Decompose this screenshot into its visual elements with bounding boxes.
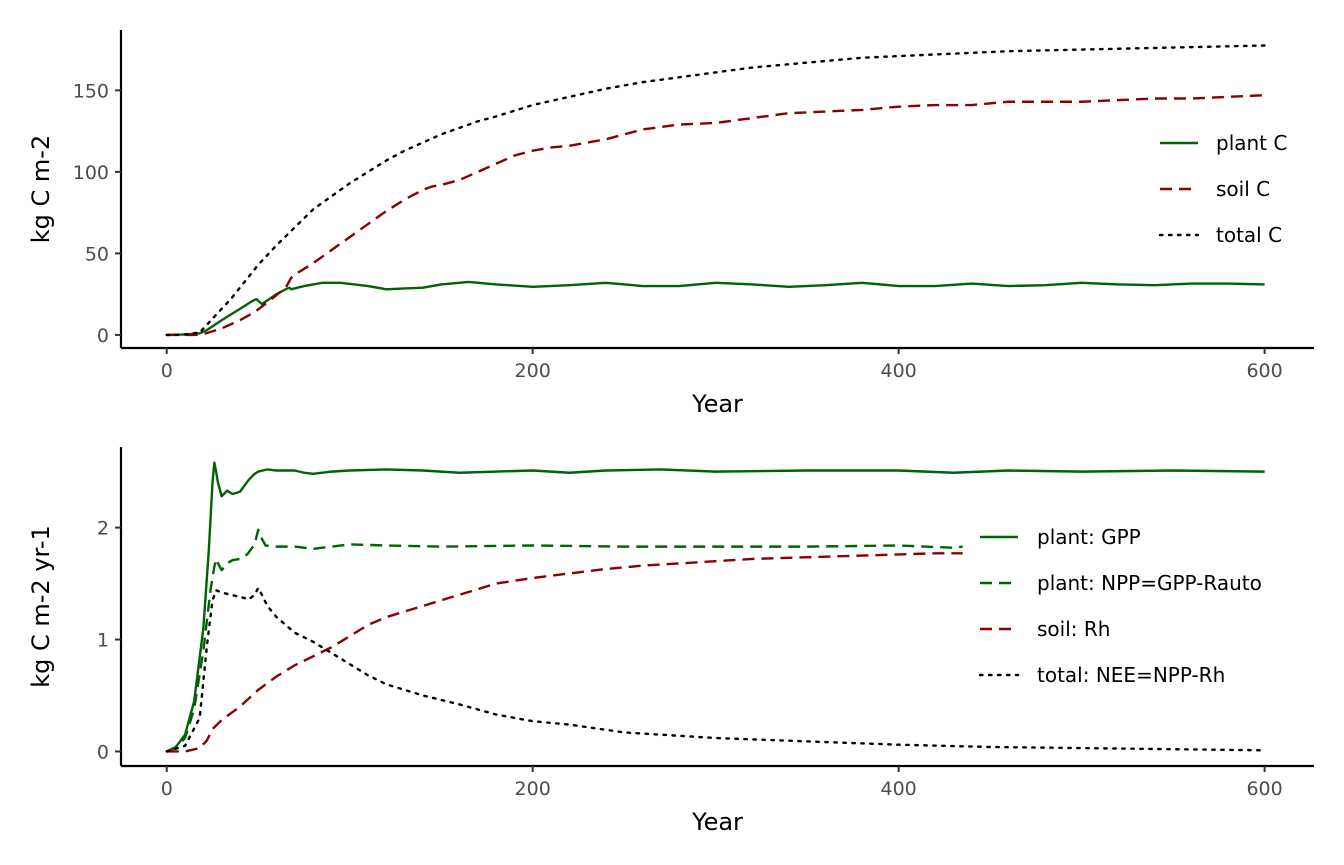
legend-label-2: total C bbox=[1216, 223, 1282, 247]
x-tick-label: 400 bbox=[881, 360, 917, 382]
y-tick-label: 2 bbox=[97, 518, 109, 540]
x-tick-label: 0 bbox=[161, 778, 173, 800]
series-line-2 bbox=[166, 552, 963, 753]
top-carbon-stocks-panel: 0 200 400 600 0 50 100 150 Year kg C m-2 plant C so… bbox=[27, 30, 1314, 418]
y-tick-label: 50 bbox=[85, 243, 109, 265]
x-tick-label: 0 bbox=[161, 360, 173, 382]
x-tick-label: 600 bbox=[1246, 360, 1282, 382]
series-line-1 bbox=[166, 528, 963, 753]
series-line-2 bbox=[165, 44, 1266, 337]
legend-label-0: plant C bbox=[1216, 131, 1287, 155]
x-tick-label: 200 bbox=[515, 360, 551, 382]
y-tick-label: 100 bbox=[73, 162, 109, 184]
x-tick-label: 600 bbox=[1246, 778, 1282, 800]
y-tick-label: 0 bbox=[97, 741, 109, 763]
series-line-1 bbox=[166, 94, 1265, 337]
x-tick-label: 200 bbox=[515, 778, 551, 800]
legend-label-0: plant: GPP bbox=[1037, 525, 1141, 549]
series-line-0 bbox=[166, 461, 1265, 753]
legend-label-1: plant: NPP=GPP-Rauto bbox=[1037, 571, 1262, 595]
series-line-3 bbox=[165, 586, 1266, 753]
y-tick-label: 150 bbox=[73, 80, 109, 102]
y-tick-label: 0 bbox=[97, 325, 109, 347]
x-axis-title: Year bbox=[691, 808, 743, 836]
legend-label-2: soil: Rh bbox=[1037, 617, 1110, 641]
y-tick-label: 1 bbox=[97, 630, 109, 652]
legend: plant C soil C total C bbox=[1158, 131, 1287, 247]
y-axis-title: kg C m-2 bbox=[27, 135, 55, 243]
y-axis-title: kg C m-2 yr-1 bbox=[27, 525, 55, 688]
x-axis-title: Year bbox=[691, 390, 743, 418]
legend-label-1: soil C bbox=[1216, 177, 1270, 201]
x-tick-label: 400 bbox=[881, 778, 917, 800]
bottom-carbon-fluxes-panel: 0 200 400 600 0 1 2 Year kg C m-2 yr-1 plant: GPP… bbox=[27, 447, 1314, 836]
legend-label-3: total: NEE=NPP-Rh bbox=[1037, 663, 1225, 687]
series-line-0 bbox=[166, 280, 1265, 337]
legend: plant: GPP plant: NPP=GPP-Rauto soil: Rh to… bbox=[978, 525, 1262, 687]
